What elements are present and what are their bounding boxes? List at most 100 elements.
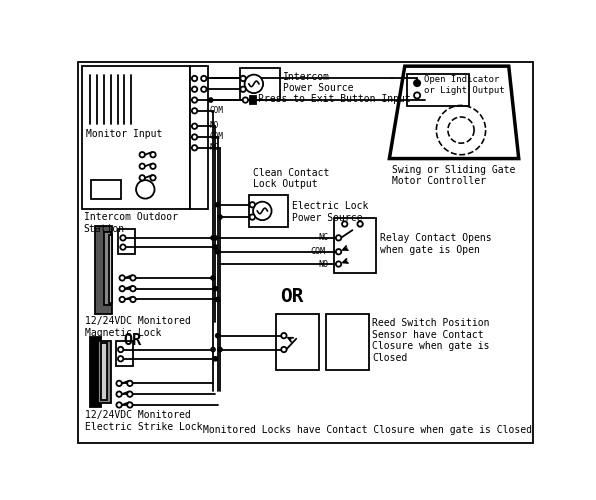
Bar	[326, 314, 368, 370]
Circle shape	[211, 276, 215, 280]
Circle shape	[192, 98, 197, 102]
Circle shape	[150, 152, 156, 158]
Bar	[240, 68, 280, 100]
Bar	[91, 180, 120, 200]
Circle shape	[281, 333, 287, 338]
Text: OR: OR	[124, 334, 142, 348]
Bar	[407, 74, 468, 106]
Circle shape	[139, 164, 145, 169]
Bar	[119, 230, 135, 254]
Circle shape	[243, 98, 248, 102]
Circle shape	[192, 76, 197, 81]
Circle shape	[216, 298, 219, 302]
Circle shape	[240, 86, 246, 92]
Circle shape	[336, 235, 342, 240]
Text: Intercom Outdoor
Station: Intercom Outdoor Station	[83, 212, 178, 234]
Text: NO: NO	[210, 121, 219, 130]
Circle shape	[216, 203, 219, 206]
Circle shape	[213, 287, 218, 290]
Circle shape	[120, 244, 126, 250]
Text: Monitored Locks have Contact Closure when gate is Closed: Monitored Locks have Contact Closure whe…	[203, 425, 532, 435]
Circle shape	[240, 76, 246, 81]
Text: OR: OR	[280, 287, 303, 306]
Circle shape	[119, 297, 125, 302]
Circle shape	[192, 86, 197, 92]
Text: Intercom
Power Source: Intercom Power Source	[283, 72, 353, 93]
Circle shape	[127, 402, 132, 407]
Circle shape	[139, 152, 145, 158]
Circle shape	[201, 86, 206, 92]
Circle shape	[415, 81, 419, 85]
Circle shape	[192, 124, 197, 129]
Circle shape	[211, 348, 215, 352]
Circle shape	[150, 164, 156, 169]
Circle shape	[216, 334, 219, 338]
Circle shape	[119, 286, 125, 292]
Circle shape	[209, 98, 213, 102]
Circle shape	[250, 214, 255, 220]
Circle shape	[131, 297, 136, 302]
Bar	[250, 96, 256, 104]
Bar	[95, 226, 112, 314]
Circle shape	[127, 380, 132, 386]
Circle shape	[120, 235, 126, 240]
Circle shape	[127, 392, 132, 397]
Circle shape	[250, 202, 255, 207]
Circle shape	[119, 275, 125, 280]
Circle shape	[414, 80, 420, 86]
Circle shape	[211, 236, 215, 240]
Bar	[104, 232, 111, 305]
Bar	[90, 337, 101, 406]
Circle shape	[136, 180, 154, 199]
Text: Press to Exit Button Input: Press to Exit Button Input	[259, 94, 411, 104]
Bar	[109, 235, 112, 302]
Circle shape	[118, 347, 123, 352]
Circle shape	[192, 145, 197, 150]
Bar	[82, 66, 190, 208]
Circle shape	[414, 92, 420, 98]
Text: COM: COM	[210, 132, 224, 140]
Bar	[276, 314, 318, 370]
Circle shape	[116, 402, 122, 407]
Text: Electric Lock
Power Source: Electric Lock Power Source	[291, 201, 368, 222]
Text: NC: NC	[318, 234, 328, 242]
Bar	[190, 66, 209, 208]
Circle shape	[150, 175, 156, 180]
Text: 12/24VDC Monitored
Magnetic Lock: 12/24VDC Monitored Magnetic Lock	[85, 316, 191, 338]
Circle shape	[213, 357, 218, 360]
Circle shape	[213, 245, 218, 249]
Circle shape	[192, 108, 197, 114]
Text: COM: COM	[210, 106, 224, 114]
Circle shape	[218, 215, 222, 219]
Text: NC: NC	[210, 142, 219, 152]
Text: Clean Contact
Lock Output: Clean Contact Lock Output	[253, 168, 330, 190]
Circle shape	[358, 222, 363, 226]
Text: NO: NO	[318, 260, 328, 268]
Bar	[334, 218, 376, 274]
Text: Reed Switch Position
Sensor have Contact
Closure when gate is
Closed: Reed Switch Position Sensor have Contact…	[372, 318, 490, 363]
Circle shape	[213, 236, 218, 240]
Circle shape	[118, 356, 123, 362]
Bar	[249, 194, 288, 227]
Circle shape	[116, 380, 122, 386]
Circle shape	[244, 74, 263, 93]
Circle shape	[139, 175, 145, 180]
Circle shape	[216, 250, 219, 254]
Circle shape	[131, 275, 136, 280]
Text: 12/24VDC Monitored
Electric Strike Lock: 12/24VDC Monitored Electric Strike Lock	[85, 410, 203, 432]
Text: Open Indicator
or Light Output: Open Indicator or Light Output	[424, 76, 505, 95]
Circle shape	[336, 249, 342, 254]
Bar	[98, 341, 111, 402]
Text: Swing or Sliding Gate
Motor Controller: Swing or Sliding Gate Motor Controller	[392, 164, 515, 186]
Circle shape	[218, 348, 222, 352]
Circle shape	[201, 76, 206, 81]
Text: Monitor Input: Monitor Input	[86, 130, 162, 140]
Bar	[101, 344, 107, 400]
Polygon shape	[389, 66, 519, 158]
Text: COM: COM	[311, 247, 326, 256]
Circle shape	[253, 202, 272, 220]
Text: Relay Contact Opens
when gate is Open: Relay Contact Opens when gate is Open	[380, 233, 492, 255]
Circle shape	[116, 392, 122, 397]
Bar	[116, 341, 133, 365]
Circle shape	[336, 262, 342, 266]
